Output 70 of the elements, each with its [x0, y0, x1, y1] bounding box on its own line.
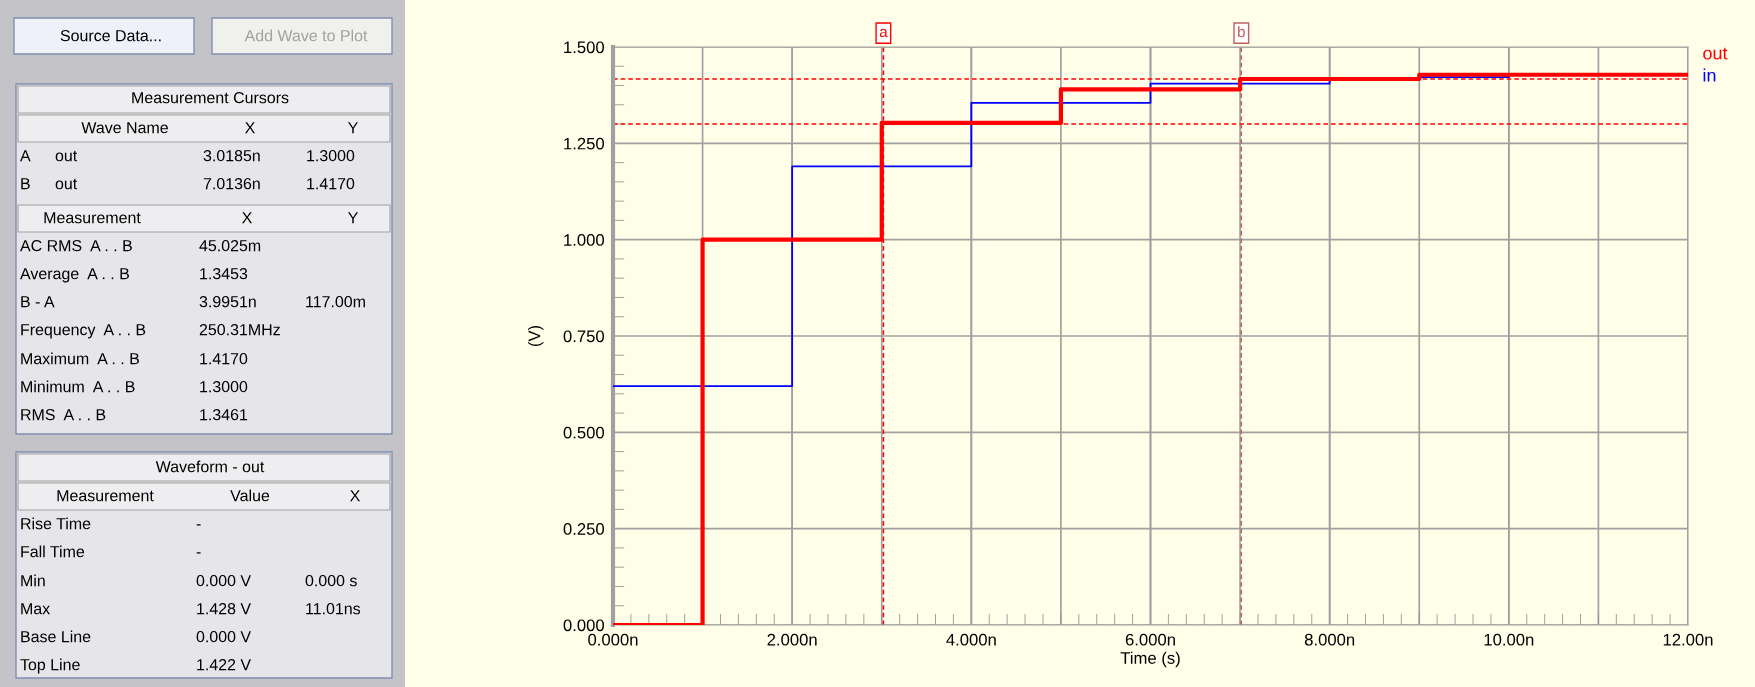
- x-axis-title: Time (s): [1120, 651, 1180, 668]
- text: Fall Time: [21, 545, 85, 558]
- text: 1.3000: [200, 380, 248, 393]
- text: Measurement: [57, 490, 154, 502]
- text: 1.4170: [307, 177, 355, 190]
- text: 3.9951n: [199, 295, 256, 308]
- text: Value: [230, 489, 270, 502]
- text: 0.000 V: [196, 630, 251, 643]
- text: Minimum A . . B: [21, 380, 135, 393]
- y-axis-title: (V): [527, 325, 544, 347]
- text: Min: [21, 574, 45, 587]
- text: Measurement Cursors: [132, 91, 289, 104]
- y-tick-label: 1.250: [564, 137, 605, 150]
- text: Maximum A . . B: [21, 352, 139, 365]
- y-tick-label: 0.750: [563, 330, 605, 343]
- text: B - A: [21, 296, 55, 308]
- x-tick-label: 8.000n: [1304, 633, 1355, 646]
- text: X: [245, 122, 255, 134]
- text: 11.01ns: [306, 602, 361, 615]
- x-tick-label: 0.000n: [588, 633, 638, 646]
- text: 1.3453: [200, 267, 248, 280]
- text: 1.428 V: [197, 602, 251, 615]
- y-tick-label: 1.500: [564, 41, 605, 54]
- text: X: [242, 212, 252, 224]
- text: Waveform - out: [155, 460, 265, 473]
- text: 117.00m: [306, 295, 365, 308]
- ref-line-label: b: [1238, 25, 1245, 38]
- x-tick-label: 12.00n: [1663, 633, 1713, 646]
- text: -: [196, 552, 201, 554]
- text: 1.422 V: [197, 658, 251, 671]
- ref-line-label: a: [879, 28, 888, 38]
- text: 1.3461: [200, 408, 248, 421]
- text: X: [350, 490, 360, 502]
- text: 1.4170: [200, 352, 248, 365]
- text: Max: [21, 603, 50, 615]
- x-tick-label: 4.000n: [946, 633, 996, 646]
- text: AC RMS A . . B: [20, 239, 132, 252]
- text: Add Wave to Plot: [244, 29, 368, 42]
- text: Frequency A . . B: [21, 324, 146, 339]
- text: RMS A . . B: [21, 408, 106, 421]
- text: 250.31MHz: [199, 323, 280, 336]
- text: 0.000 s: [305, 574, 357, 587]
- source-note: Source Data...: [60, 29, 161, 42]
- text: Base Line: [21, 630, 91, 643]
- text: in: [1703, 68, 1716, 82]
- y-tick-label: 0.250: [563, 523, 605, 535]
- text: Average A . . B: [20, 268, 129, 283]
- x-tick-label: 6.000n: [1125, 633, 1175, 646]
- x-tick-label: 10.00n: [1484, 633, 1534, 646]
- text: B: [21, 178, 30, 190]
- text: 1.3000: [307, 149, 355, 162]
- text: Wave Name: [81, 122, 168, 134]
- y-tick-label: 1.000: [564, 234, 605, 246]
- text: Measurement: [44, 212, 141, 224]
- text: 3.0185n: [203, 149, 260, 162]
- text: A: [20, 150, 31, 162]
- text: -: [196, 524, 201, 526]
- text: out: [55, 178, 78, 190]
- text: 0.000 V: [196, 574, 251, 587]
- text: Y: [348, 122, 358, 134]
- text: 45.025m: [199, 239, 261, 252]
- y-tick-label: 0.500: [563, 426, 605, 439]
- text: Y: [348, 212, 358, 224]
- text: Top Line: [20, 658, 80, 674]
- x-tick-label: 2.000n: [767, 633, 817, 646]
- text: Rise Time: [21, 517, 91, 530]
- text: 7.0136n: [203, 177, 260, 190]
- series-label: out: [1703, 47, 1728, 60]
- text: out: [55, 150, 78, 162]
- y-tick-label: 0.000: [563, 619, 605, 632]
